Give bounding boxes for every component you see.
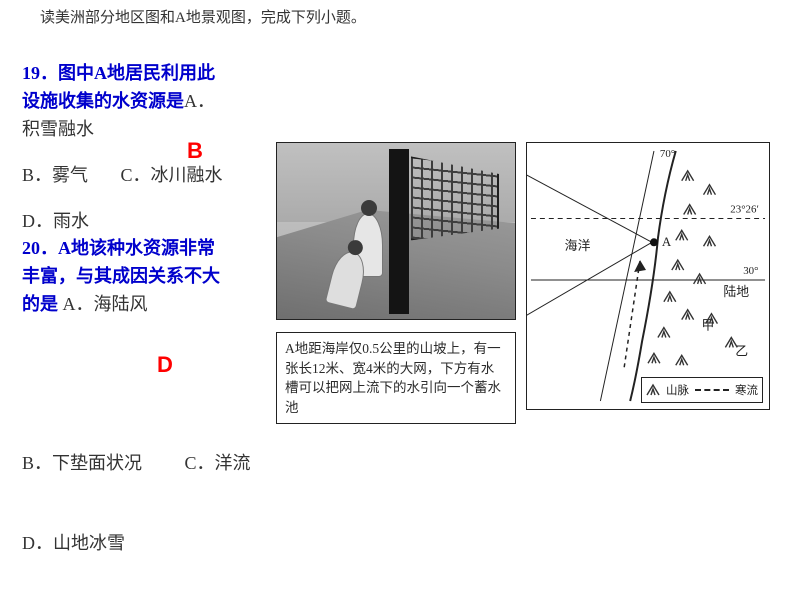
map-ocean: 海洋 bbox=[565, 239, 591, 253]
legend-peak-icon bbox=[646, 383, 660, 397]
map-pointA: A bbox=[662, 235, 672, 249]
legend-dash-icon bbox=[695, 389, 729, 391]
q19-optD: D．雨水 bbox=[22, 208, 232, 236]
q20-number: 20． bbox=[22, 238, 58, 258]
q19-number: 19． bbox=[22, 63, 58, 83]
q20-optB: B．下垫面状况 bbox=[22, 453, 142, 473]
q20-answer: D bbox=[157, 348, 173, 382]
question-column: 19．图中A地居民利用此设施收集的水资源是A．积雪融水 B B．雾气 C．冰川融… bbox=[22, 60, 232, 319]
q20-optD: D．山地冰雪 bbox=[22, 533, 125, 553]
photo bbox=[276, 142, 516, 320]
map-land: 陆地 bbox=[723, 284, 749, 299]
photo-caption: A地距海岸仅0.5公里的山坡上，有一张长12米、宽4米的大网，下方有水槽可以把网… bbox=[276, 332, 516, 424]
map-peaks bbox=[648, 171, 737, 365]
q19-optB: B．雾气 bbox=[22, 165, 88, 185]
photo-pole bbox=[389, 149, 409, 314]
legend-peak-label: 山脉 bbox=[666, 382, 689, 398]
q20-row-bc: B．下垫面状况 C．洋流 bbox=[22, 450, 762, 478]
q20-optA: A．海陆风 bbox=[63, 294, 148, 314]
q19-answer: B bbox=[187, 134, 203, 168]
q19-optC: C．冰川融水 bbox=[121, 165, 223, 185]
map-lat2326: 23°26′ bbox=[730, 204, 759, 216]
q20-optC: C．洋流 bbox=[185, 453, 251, 473]
map: 70° 23°26′ 30° A 海洋 陆地 甲 乙 bbox=[526, 142, 770, 410]
intro-text: 读美洲部分地区图和A地景观图，完成下列小题。 bbox=[40, 6, 366, 27]
map-legend: 山脉 寒流 bbox=[641, 377, 763, 403]
map-svg: 70° 23°26′ 30° A 海洋 陆地 甲 乙 bbox=[527, 143, 769, 409]
map-lat30: 30° bbox=[743, 265, 758, 277]
q20-row-d: D．山地冰雪 bbox=[22, 530, 762, 558]
legend-cold-label: 寒流 bbox=[735, 382, 758, 398]
